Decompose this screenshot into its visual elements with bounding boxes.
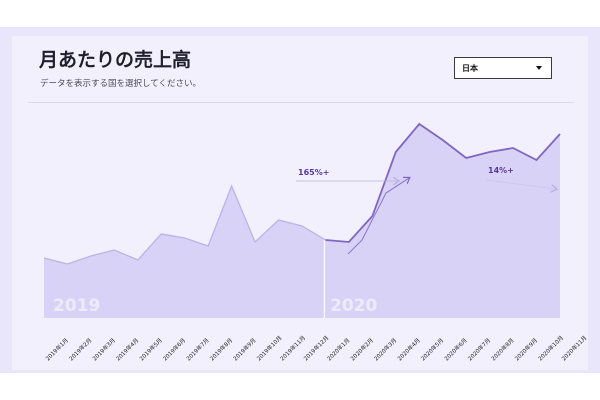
x-tick-label: 2020年9月	[513, 336, 539, 362]
x-tick-label: 2019年7月	[184, 336, 210, 362]
x-tick-label: 2020年6月	[442, 336, 468, 362]
header-divider	[28, 102, 574, 103]
page-title: 月あたりの売上高	[39, 49, 192, 71]
annotation-label-165: 165%+	[298, 168, 329, 177]
annotation-label-14: 14%+	[488, 166, 514, 175]
x-tick-label: 2019年6月	[161, 336, 187, 362]
country-dropdown-value: 日本	[462, 63, 478, 73]
year-label: 2019	[53, 296, 100, 316]
x-tick-label: 2020年11月	[560, 334, 589, 363]
x-tick-label: 2020年8月	[489, 336, 515, 362]
x-tick-label: 2019年1月	[44, 336, 70, 362]
page-subtitle: データを表示する国を選択してください。	[40, 79, 201, 89]
x-tick-label: 2019年2月	[67, 336, 93, 362]
x-tick-label: 2020年3月	[372, 336, 398, 362]
x-tick-label: 2019年3月	[91, 336, 117, 362]
x-tick-label: 2020年4月	[396, 336, 422, 362]
x-tick-label: 2019年8月	[208, 336, 234, 362]
x-tick-label: 2019年4月	[114, 336, 140, 362]
trend-arrow	[347, 178, 409, 255]
x-tick-label: 2019年9月	[231, 336, 257, 362]
series-line-2020	[325, 122, 561, 243]
x-tick-label: 2020年7月	[466, 336, 492, 362]
x-tick-label: 2020年2月	[349, 336, 375, 362]
chevron-down-icon	[536, 66, 542, 70]
area-fill	[44, 124, 560, 318]
x-tick-label: 2019年5月	[138, 336, 164, 362]
annotation-pointer	[485, 179, 556, 189]
year-label: 2020	[330, 296, 377, 316]
country-dropdown[interactable]: 日本	[454, 57, 552, 79]
x-tick-label: 2020年5月	[419, 336, 445, 362]
